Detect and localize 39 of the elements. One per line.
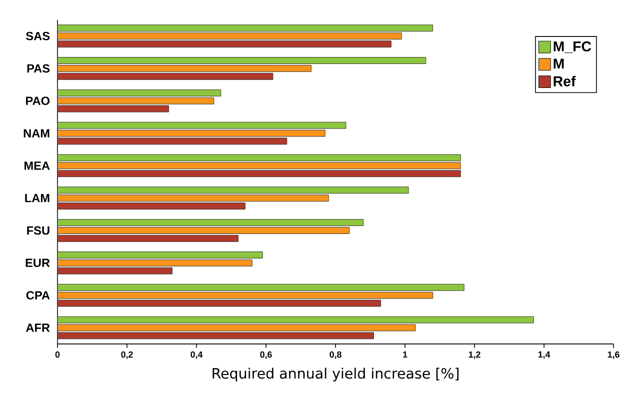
y-tick-label: SAS [26, 32, 50, 40]
y-tick-label: EUR [26, 258, 50, 267]
bar [57, 251, 263, 258]
bar [57, 202, 246, 210]
bar [57, 72, 274, 80]
y-tick-label: MEA [24, 161, 50, 170]
x-tick-label: 0,6 [260, 351, 272, 359]
y-tick-label: PAS [27, 64, 50, 72]
x-tick-label: 0,4 [190, 351, 203, 359]
bar [57, 194, 329, 202]
x-tick-label: 0 [55, 351, 60, 358]
bar [57, 234, 238, 242]
bar [57, 40, 392, 48]
x-tick-label: 1 [403, 351, 408, 358]
bar [57, 226, 350, 234]
bar [57, 89, 222, 96]
y-tick-label: LAM [25, 194, 50, 202]
bar [57, 24, 434, 32]
bar [57, 32, 402, 40]
x-tick-label: 1,2 [468, 351, 480, 359]
bar [57, 259, 252, 266]
bar [57, 284, 464, 291]
y-tick-label: CPA [26, 290, 50, 300]
x-tick-label: 0,8 [330, 351, 342, 359]
x-tick-label: 1,4 [538, 351, 550, 359]
y-tick-label: PAO [26, 96, 50, 105]
legend-label: M_FC [554, 41, 592, 53]
x-tick-label: 1,6 [608, 351, 620, 359]
y-tick-label: NAM [24, 128, 50, 138]
x-tick-label: 0,2 [121, 351, 133, 359]
bar [57, 56, 426, 64]
legend-label: M [554, 58, 564, 68]
y-tick-label: FSU [27, 226, 50, 234]
bar [57, 64, 312, 72]
y-tick-label: AFR [26, 323, 50, 332]
legend-label: Ref [554, 76, 576, 86]
bar [57, 170, 461, 177]
bar [57, 218, 364, 226]
x-axis-title: Required annual yield increase [%] [212, 368, 459, 382]
